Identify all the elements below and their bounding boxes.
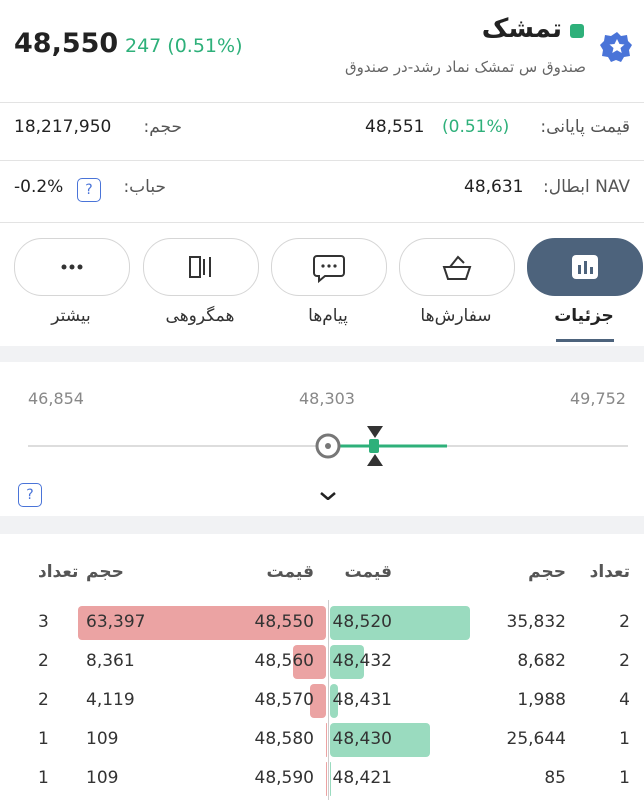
tab-label[interactable]: پیام‌ها xyxy=(308,306,348,326)
order-cell: 8,361 xyxy=(86,651,135,671)
volume-label: حجم: xyxy=(143,117,182,137)
order-cell: 48,431 xyxy=(332,690,392,710)
column-header: قیمت xyxy=(344,562,392,582)
order-cell: 48,430 xyxy=(332,729,392,749)
closing-price: 48,551 xyxy=(365,117,425,137)
help-icon[interactable]: ? xyxy=(77,178,101,202)
tab-label[interactable]: بیشتر xyxy=(51,306,91,326)
order-cell: 48,580 xyxy=(254,729,314,749)
order-cell: 35,832 xyxy=(506,612,566,632)
range-slider xyxy=(28,426,628,500)
order-cell: 109 xyxy=(86,729,119,749)
tab-label[interactable]: همگروهی xyxy=(165,306,235,326)
order-cell: 63,397 xyxy=(86,612,146,632)
last-price: 48,550 xyxy=(14,28,119,59)
order-cell: 48,550 xyxy=(254,612,314,632)
order-cell: 1 xyxy=(38,768,49,788)
range-mid: 48,303 xyxy=(299,389,355,408)
buy-volume-bar xyxy=(330,645,364,679)
order-cell: 4 xyxy=(619,690,630,710)
column-header: تعداد xyxy=(38,562,79,582)
buy-volume-bar xyxy=(330,684,338,718)
nav-label: NAV ابطال: xyxy=(543,177,630,197)
buy-volume-bar xyxy=(330,723,431,757)
verified-icon xyxy=(600,32,632,62)
separator xyxy=(0,516,644,534)
column-header: حجم xyxy=(86,562,124,582)
order-cell: 1 xyxy=(619,768,630,788)
order-cell: 2 xyxy=(38,651,49,671)
tab-more[interactable] xyxy=(14,238,130,296)
order-cell: 109 xyxy=(86,768,119,788)
sell-volume-bar xyxy=(78,606,326,640)
column-header: تعداد xyxy=(589,562,630,582)
bubble: -0.2% xyxy=(14,177,64,197)
sell-volume-bar xyxy=(293,645,326,679)
closing-label: قیمت پایانی: xyxy=(540,117,630,137)
tab-peers[interactable] xyxy=(143,238,259,296)
order-cell: 48,560 xyxy=(254,651,314,671)
divider xyxy=(0,222,644,223)
order-cell: 4,119 xyxy=(86,690,135,710)
order-cell: 48,570 xyxy=(254,690,314,710)
order-cell: 2 xyxy=(619,612,630,632)
closing-change: (0.51%) xyxy=(442,117,510,137)
tab-orders[interactable] xyxy=(399,238,515,296)
tab-label[interactable]: جزئیات xyxy=(554,306,614,326)
order-cell: 48,590 xyxy=(254,768,314,788)
range-low: 46,854 xyxy=(28,389,84,408)
nav: 48,631 xyxy=(464,177,524,197)
order-cell: 8,682 xyxy=(517,651,566,671)
order-cell: 1 xyxy=(619,729,630,749)
separator xyxy=(0,346,644,362)
divider xyxy=(0,160,644,161)
order-cell: 85 xyxy=(544,768,566,788)
order-cell: 2 xyxy=(619,651,630,671)
column-header: حجم xyxy=(528,562,566,582)
volume: 18,217,950 xyxy=(14,117,112,137)
status-dot xyxy=(570,24,584,38)
order-cell: 48,432 xyxy=(332,651,392,671)
tab-underline xyxy=(556,339,614,342)
bubble-label: حباب: xyxy=(123,177,166,197)
book-divider xyxy=(328,600,329,800)
range-high: 49,752 xyxy=(570,389,626,408)
symbol: تمشک xyxy=(481,14,562,44)
buy-volume-bar xyxy=(330,606,471,640)
order-cell: 1 xyxy=(38,729,49,749)
order-cell: 48,421 xyxy=(332,768,392,788)
order-cell: 3 xyxy=(38,612,49,632)
change: 247 (0.51%) xyxy=(125,35,243,57)
subtitle: صندوق س تمشک نماد رشد-در صندوق xyxy=(345,58,586,76)
tab-details[interactable] xyxy=(527,238,643,296)
order-cell: 1,988 xyxy=(517,690,566,710)
help-icon[interactable]: ? xyxy=(18,483,42,507)
tab-messages[interactable] xyxy=(271,238,387,296)
column-header: قیمت xyxy=(266,562,314,582)
order-cell: 48,520 xyxy=(332,612,392,632)
tab-label[interactable]: سفارش‌ها xyxy=(420,306,492,326)
order-cell: 2 xyxy=(38,690,49,710)
divider xyxy=(0,102,644,103)
sell-volume-bar xyxy=(309,684,326,718)
order-cell: 25,644 xyxy=(506,729,566,749)
